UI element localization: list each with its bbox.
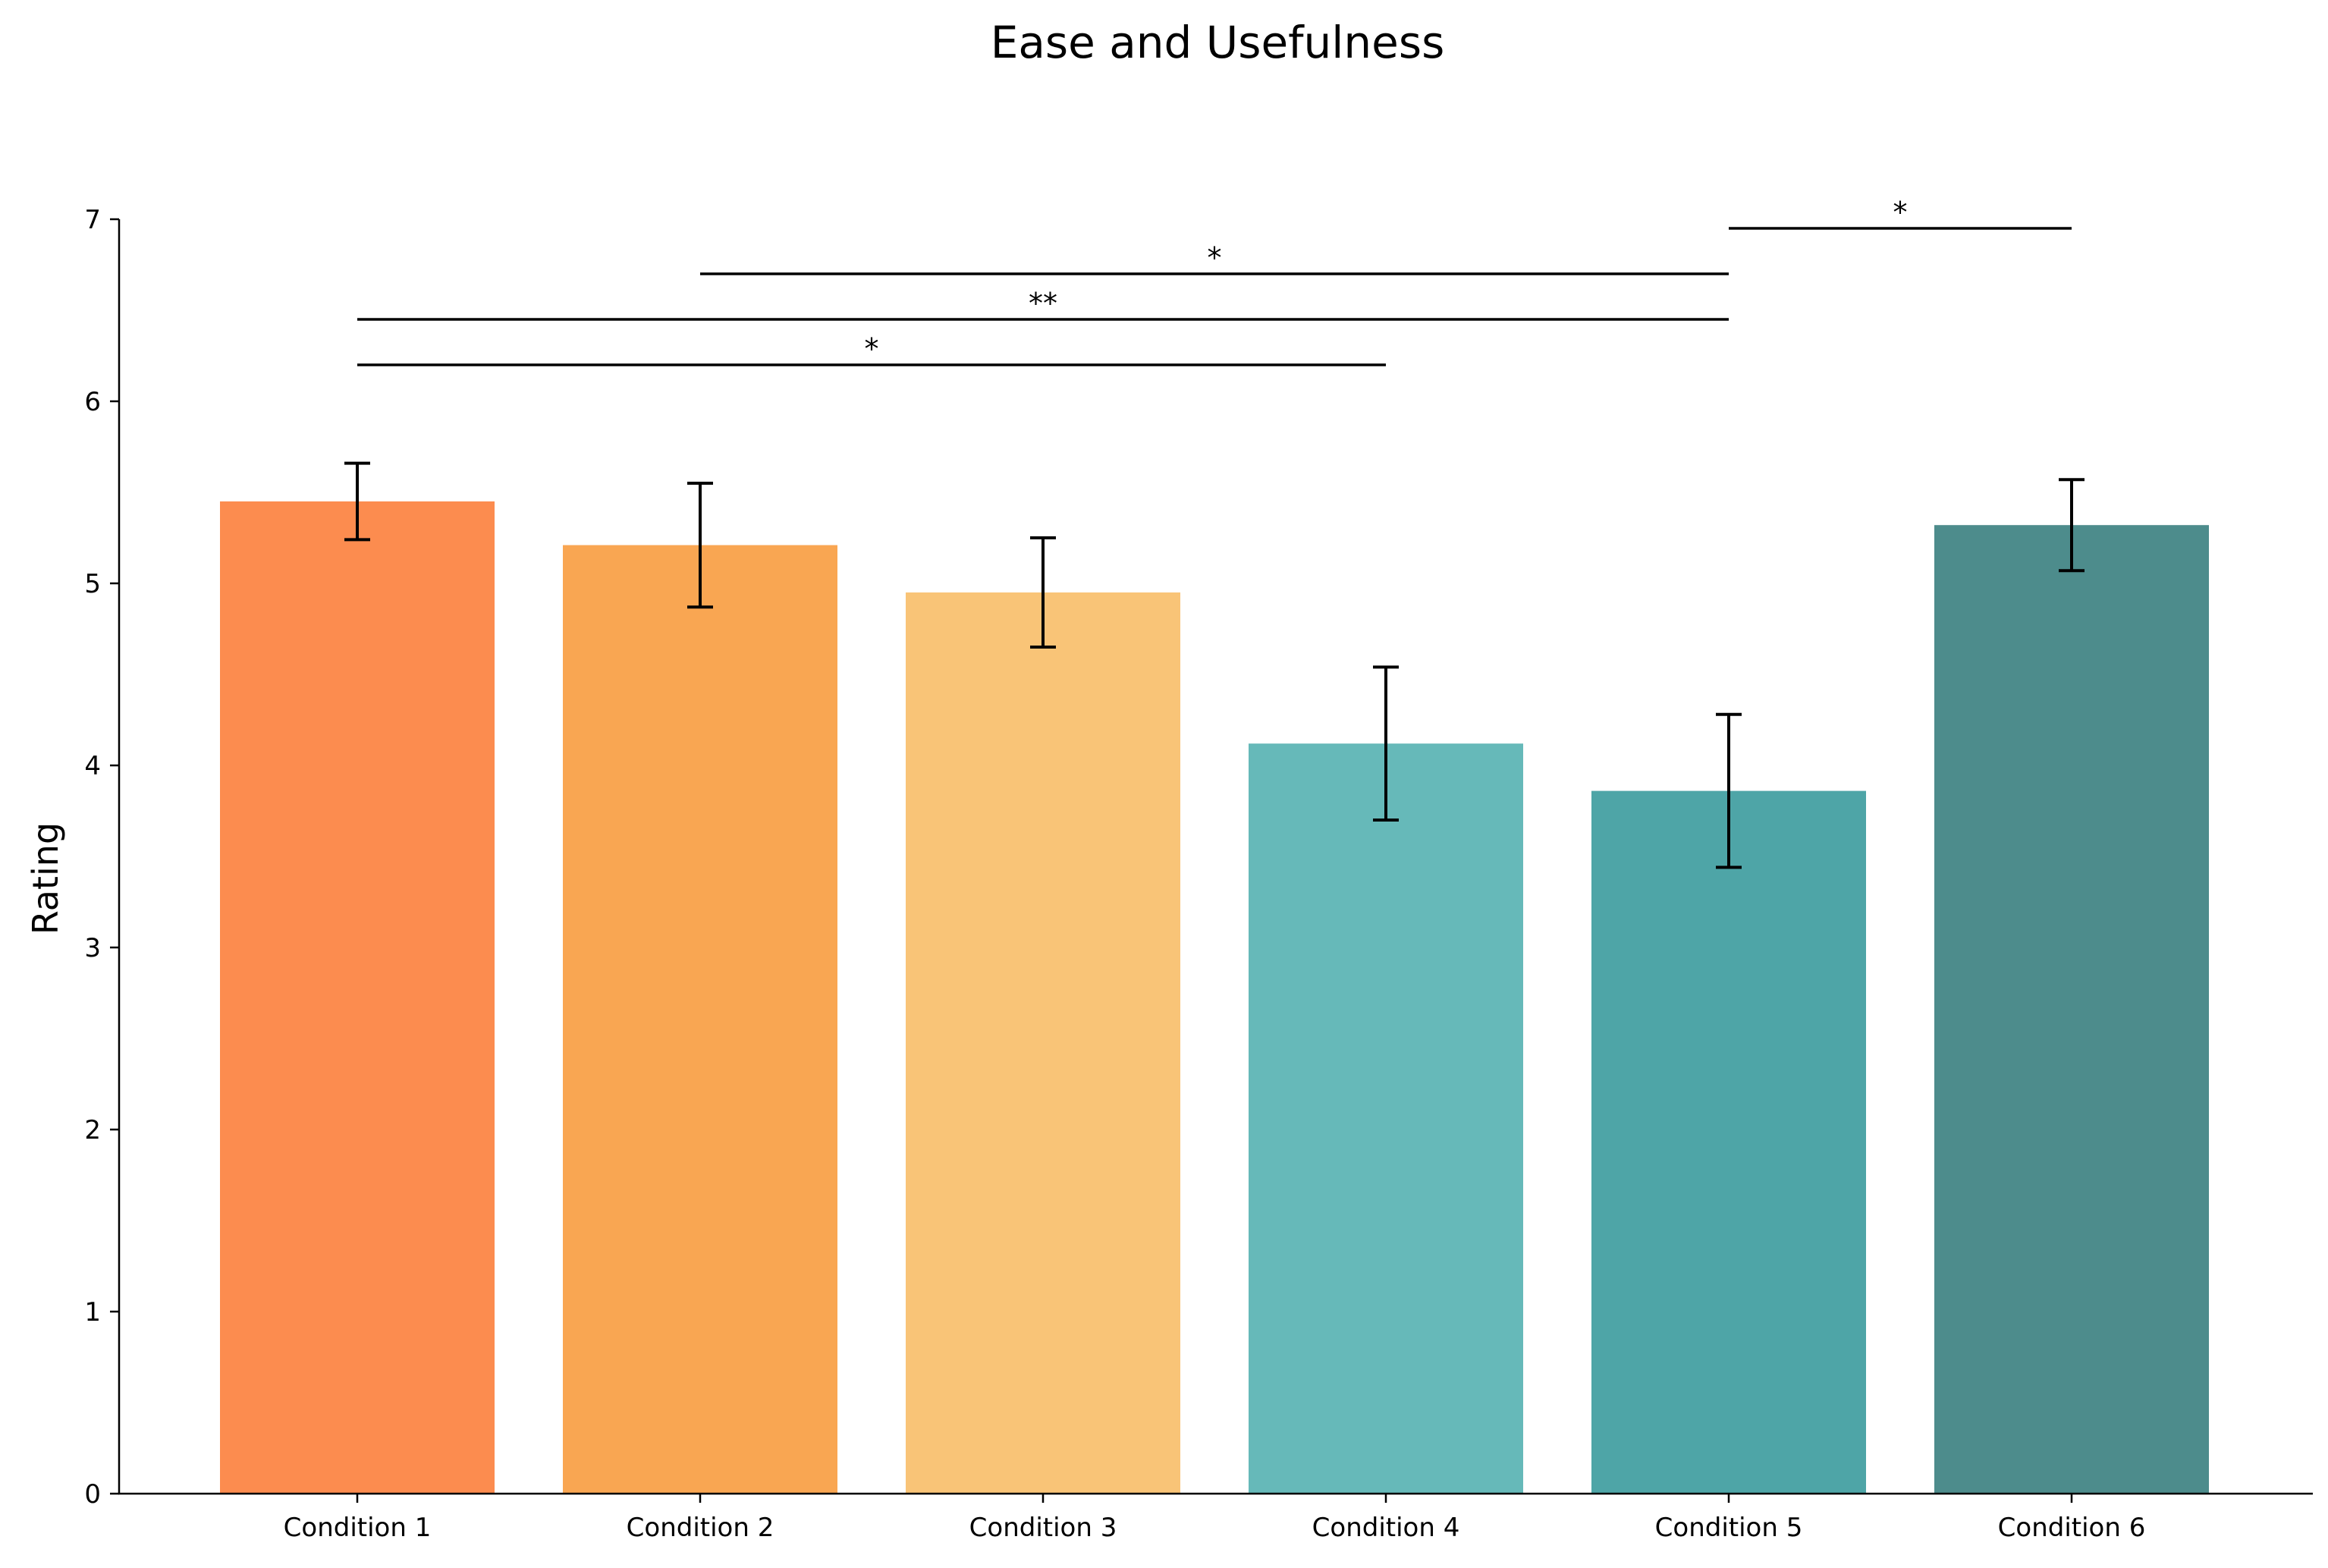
error-bar-4 bbox=[1373, 665, 1399, 822]
error-bars-layer bbox=[344, 461, 2085, 869]
error-bar-6 bbox=[2059, 478, 2085, 573]
chart-title: Ease and Usefulness bbox=[991, 17, 1445, 68]
x-tick-label: Condition 2 bbox=[627, 1513, 774, 1543]
bar-6 bbox=[1934, 525, 2209, 1494]
y-tick-label: 2 bbox=[84, 1115, 101, 1145]
significance-layer: ***** bbox=[357, 196, 2072, 366]
error-bar-3 bbox=[1030, 536, 1056, 649]
y-tick-label: 1 bbox=[84, 1297, 101, 1328]
x-tick-label: Condition 5 bbox=[1655, 1513, 1803, 1543]
bar-5 bbox=[1591, 790, 1866, 1494]
x-tick-label: Condition 4 bbox=[1312, 1513, 1460, 1543]
error-bar-2 bbox=[687, 482, 713, 609]
error-bar-1 bbox=[344, 461, 370, 542]
significance-label-3: * bbox=[1208, 241, 1222, 275]
x-tick-label: Condition 3 bbox=[969, 1513, 1117, 1543]
y-tick-label: 7 bbox=[84, 205, 101, 235]
bar-1 bbox=[220, 501, 495, 1494]
bar-2 bbox=[563, 545, 837, 1494]
x-tick-label: Condition 1 bbox=[284, 1513, 432, 1543]
y-tick-label: 3 bbox=[84, 933, 101, 963]
y-tick-label: 6 bbox=[84, 387, 101, 417]
axes-layer: 0 1 2 3 4 5 6 7 Condition 1 Condition 2 Condition … bbox=[84, 205, 2313, 1543]
significance-label-2: ** bbox=[1029, 287, 1057, 320]
bar-4 bbox=[1249, 743, 1523, 1494]
significance-label-4: * bbox=[1893, 196, 1908, 229]
x-tick-label: Condition 6 bbox=[1998, 1513, 2146, 1543]
y-tick-label: 0 bbox=[84, 1479, 101, 1510]
y-axis-label: Rating bbox=[25, 822, 66, 935]
error-bar-5 bbox=[1716, 712, 1742, 869]
significance-label-1: * bbox=[865, 332, 879, 366]
bars-layer bbox=[220, 501, 2209, 1494]
y-tick-label: 5 bbox=[84, 569, 101, 599]
y-tick-label: 4 bbox=[84, 751, 101, 781]
bar-3 bbox=[906, 592, 1180, 1494]
